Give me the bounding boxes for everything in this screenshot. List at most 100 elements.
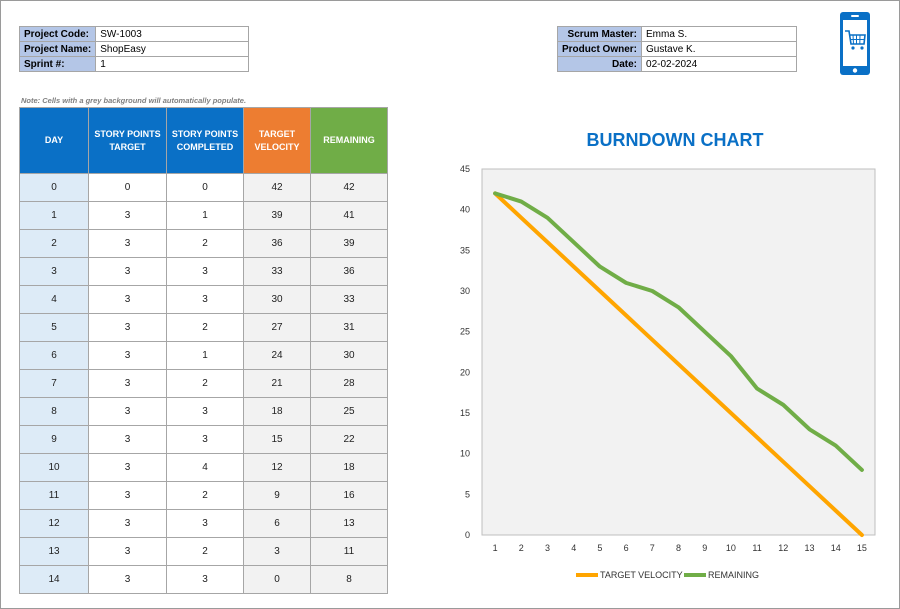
completed-cell[interactable]: 3 xyxy=(166,397,244,426)
table-row: 4 3 3 30 33 xyxy=(19,285,388,314)
day-cell: 0 xyxy=(19,173,89,202)
x-tick-label: 5 xyxy=(597,543,602,553)
completed-cell[interactable]: 3 xyxy=(166,257,244,286)
x-tick-label: 7 xyxy=(650,543,655,553)
table-row: 11 3 2 9 16 xyxy=(19,481,388,510)
product-owner-value[interactable]: Gustave K. xyxy=(641,41,798,57)
velocity-cell: 36 xyxy=(243,229,311,258)
y-tick-label: 20 xyxy=(460,367,470,377)
velocity-cell: 21 xyxy=(243,369,311,398)
completed-cell[interactable]: 3 xyxy=(166,509,244,538)
target-cell[interactable]: 3 xyxy=(88,537,167,566)
remaining-cell: 41 xyxy=(310,201,388,230)
velocity-cell: 39 xyxy=(243,201,311,230)
target-cell[interactable]: 3 xyxy=(88,397,167,426)
story-points-target-header: STORY POINTS TARGET xyxy=(88,107,167,174)
table-header-row: DAY STORY POINTS TARGET STORY POINTS COM… xyxy=(19,107,388,174)
completed-cell[interactable]: 2 xyxy=(166,481,244,510)
story-points-completed-header: STORY POINTS COMPLETED xyxy=(166,107,244,174)
x-tick-label: 15 xyxy=(857,543,867,553)
remaining-cell: 39 xyxy=(310,229,388,258)
series-line-target-velocity xyxy=(493,191,864,537)
x-tick-label: 4 xyxy=(571,543,576,553)
table-row: 9 3 3 15 22 xyxy=(19,425,388,454)
project-name-value[interactable]: ShopEasy xyxy=(95,41,250,57)
remaining-cell: 11 xyxy=(310,537,388,566)
x-tick-label: 11 xyxy=(752,543,761,553)
remaining-cell: 16 xyxy=(310,481,388,510)
table-row: 8 3 3 18 25 xyxy=(19,397,388,426)
velocity-cell: 42 xyxy=(243,173,311,202)
remaining-cell: 8 xyxy=(310,565,388,594)
target-cell[interactable]: 0 xyxy=(88,173,167,202)
project-code-row: Project Code: SW-1003 xyxy=(18,26,250,42)
y-tick-label: 35 xyxy=(460,245,470,255)
velocity-cell: 12 xyxy=(243,453,311,482)
target-cell[interactable]: 3 xyxy=(88,341,167,370)
day-cell: 7 xyxy=(19,369,89,398)
target-cell[interactable]: 3 xyxy=(88,313,167,342)
remaining-cell: 22 xyxy=(310,425,388,454)
remaining-cell: 36 xyxy=(310,257,388,286)
completed-cell[interactable]: 4 xyxy=(166,453,244,482)
day-cell: 14 xyxy=(19,565,89,594)
day-cell: 6 xyxy=(19,341,89,370)
x-tick-label: 14 xyxy=(831,543,841,553)
velocity-cell: 27 xyxy=(243,313,311,342)
y-tick-label: 45 xyxy=(460,164,470,174)
completed-cell[interactable]: 2 xyxy=(166,313,244,342)
remaining-cell: 25 xyxy=(310,397,388,426)
sprint-label: Sprint #: xyxy=(18,56,97,72)
target-cell[interactable]: 3 xyxy=(88,453,167,482)
target-cell[interactable]: 3 xyxy=(88,425,167,454)
target-cell[interactable]: 3 xyxy=(88,285,167,314)
project-name-label: Project Name: xyxy=(18,41,97,57)
target-cell[interactable]: 3 xyxy=(88,229,167,258)
remaining-header: REMAINING xyxy=(310,107,388,174)
table-row: 0 0 0 42 42 xyxy=(19,173,388,202)
completed-cell[interactable]: 2 xyxy=(166,537,244,566)
day-cell: 11 xyxy=(19,481,89,510)
y-tick-label: 5 xyxy=(465,489,470,499)
table-row: 14 3 3 0 8 xyxy=(19,565,388,594)
table-row: 12 3 3 6 13 xyxy=(19,509,388,538)
target-cell[interactable]: 3 xyxy=(88,481,167,510)
completed-cell[interactable]: 2 xyxy=(166,369,244,398)
day-header: DAY xyxy=(19,107,89,174)
date-value[interactable]: 02-02-2024 xyxy=(641,56,798,72)
sprint-value[interactable]: 1 xyxy=(95,56,250,72)
remaining-cell: 31 xyxy=(310,313,388,342)
completed-cell[interactable]: 3 xyxy=(166,425,244,454)
scrum-master-value[interactable]: Emma S. xyxy=(641,26,798,42)
velocity-cell: 18 xyxy=(243,397,311,426)
day-cell: 8 xyxy=(19,397,89,426)
day-cell: 10 xyxy=(19,453,89,482)
velocity-cell: 33 xyxy=(243,257,311,286)
series-line-remaining xyxy=(493,191,864,472)
target-velocity-header: TARGET VELOCITY xyxy=(243,107,311,174)
remaining-cell: 18 xyxy=(310,453,388,482)
target-cell[interactable]: 3 xyxy=(88,509,167,538)
auto-populate-note: Note: Cells with a grey background will … xyxy=(21,96,247,105)
table-row: 10 3 4 12 18 xyxy=(19,453,388,482)
completed-cell[interactable]: 0 xyxy=(166,173,244,202)
target-cell[interactable]: 3 xyxy=(88,201,167,230)
legend-label: REMAINING xyxy=(708,570,759,580)
completed-cell[interactable]: 3 xyxy=(166,565,244,594)
table-row: 7 3 2 21 28 xyxy=(19,369,388,398)
velocity-cell: 30 xyxy=(243,285,311,314)
completed-cell[interactable]: 2 xyxy=(166,229,244,258)
completed-cell[interactable]: 3 xyxy=(166,285,244,314)
table-row: 2 3 2 36 39 xyxy=(19,229,388,258)
completed-cell[interactable]: 1 xyxy=(166,201,244,230)
table-row: 3 3 3 33 36 xyxy=(19,257,388,286)
product-owner-row: Product Owner: Gustave K. xyxy=(556,41,798,57)
x-tick-label: 8 xyxy=(676,543,681,553)
day-cell: 2 xyxy=(19,229,89,258)
target-cell[interactable]: 3 xyxy=(88,257,167,286)
velocity-cell: 3 xyxy=(243,537,311,566)
target-cell[interactable]: 3 xyxy=(88,369,167,398)
target-cell[interactable]: 3 xyxy=(88,565,167,594)
completed-cell[interactable]: 1 xyxy=(166,341,244,370)
project-code-value[interactable]: SW-1003 xyxy=(95,26,250,42)
